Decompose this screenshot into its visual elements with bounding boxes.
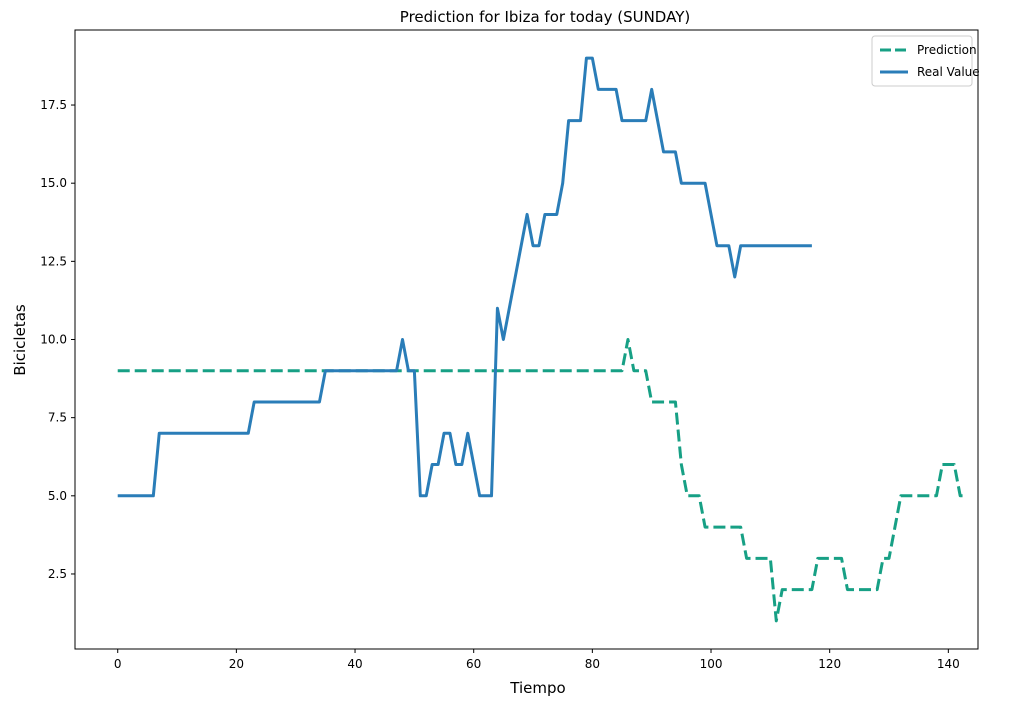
y-tick-label: 12.5 <box>40 254 67 268</box>
y-tick-label: 15.0 <box>40 176 67 190</box>
legend-label-real-value: Real Value <box>917 65 980 79</box>
x-tick-label: 60 <box>466 657 481 671</box>
x-tick-label: 80 <box>585 657 600 671</box>
x-tick-label: 120 <box>818 657 841 671</box>
x-axis: 0 20 40 60 80 100 120 140 <box>114 649 960 671</box>
y-axis: 2.5 5.0 7.5 10.0 12.5 15.0 17.5 <box>40 98 75 581</box>
y-tick-label: 17.5 <box>40 98 67 112</box>
x-tick-label: 0 <box>114 657 122 671</box>
series-line-prediction <box>117 338 967 623</box>
x-tick-label: 40 <box>347 657 362 671</box>
y-axis-label: Bicicletas <box>11 304 29 376</box>
x-tick-label: 100 <box>700 657 723 671</box>
y-tick-label: 10.0 <box>40 333 67 347</box>
x-tick-label: 20 <box>229 657 244 671</box>
y-tick-label: 2.5 <box>48 567 67 581</box>
x-tick-label: 140 <box>937 657 960 671</box>
series-layer <box>117 56 967 623</box>
x-axis-label: Tiempo <box>509 679 565 697</box>
y-tick-label: 7.5 <box>48 411 67 425</box>
legend-label-prediction: Prediction <box>917 43 977 57</box>
plot-area <box>74 29 979 650</box>
chart-title: Prediction for Ibiza for today (SUNDAY) <box>400 8 690 26</box>
series-line-real-value <box>117 56 812 498</box>
legend: Prediction Real Value <box>871 35 980 87</box>
y-tick-label: 5.0 <box>48 489 67 503</box>
